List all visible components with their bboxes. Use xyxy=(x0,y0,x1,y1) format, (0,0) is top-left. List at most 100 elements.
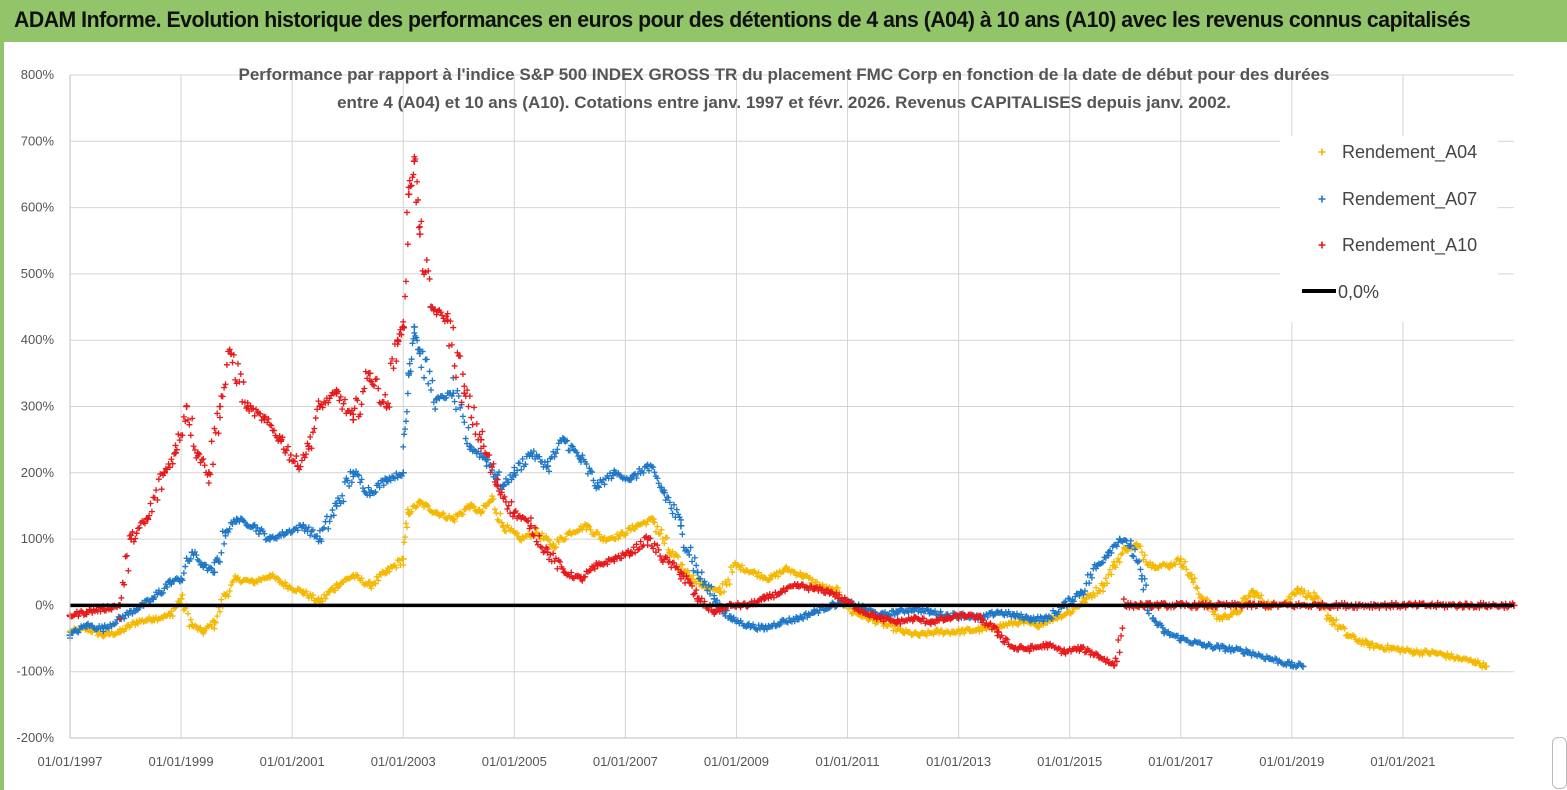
density-mark xyxy=(1481,663,1488,670)
legend-marker xyxy=(1318,241,1326,249)
y-tick-label: 700% xyxy=(21,133,55,148)
density-mark xyxy=(691,590,698,597)
density-mark xyxy=(75,629,82,636)
density-mark xyxy=(491,506,498,513)
density-mark xyxy=(357,411,364,418)
density-mark xyxy=(551,453,558,460)
density-mark xyxy=(777,620,784,627)
density-mark xyxy=(103,607,110,614)
density-mark xyxy=(136,524,143,531)
density-mark xyxy=(905,609,912,616)
density-mark xyxy=(566,573,573,580)
density-mark xyxy=(116,615,123,622)
density-mark xyxy=(664,534,671,541)
density-mark xyxy=(294,527,301,534)
density-mark xyxy=(303,524,310,531)
density-mark xyxy=(658,526,665,533)
density-mark xyxy=(382,391,389,398)
density-mark xyxy=(1104,656,1111,663)
density-mark xyxy=(193,552,200,558)
corner-scroll-handle[interactable] xyxy=(1552,737,1567,789)
density-mark xyxy=(187,432,194,439)
density-mark xyxy=(462,435,469,442)
density-mark xyxy=(993,624,1000,631)
density-mark xyxy=(108,606,115,613)
density-mark xyxy=(210,461,217,468)
density-mark xyxy=(203,562,210,569)
density-mark xyxy=(1447,654,1454,661)
x-tick-label: 01/01/2019 xyxy=(1259,754,1324,769)
density-mark xyxy=(551,558,558,565)
density-mark xyxy=(1249,587,1256,594)
density-mark xyxy=(655,480,662,487)
density-mark xyxy=(303,451,310,458)
density-mark xyxy=(1148,564,1155,571)
density-mark xyxy=(675,553,682,560)
density-mark xyxy=(384,565,391,571)
chart-title-line-1: Performance par rapport à l'indice S&P 5… xyxy=(239,65,1330,84)
density-mark xyxy=(589,469,596,476)
density-mark xyxy=(386,404,393,411)
density-mark xyxy=(1036,623,1043,630)
density-mark xyxy=(1237,608,1244,615)
density-mark xyxy=(582,573,589,580)
density-mark xyxy=(532,524,539,531)
density-mark xyxy=(419,267,426,274)
density-mark xyxy=(325,399,332,406)
density-mark xyxy=(627,527,634,534)
density-mark xyxy=(406,177,413,184)
density-mark xyxy=(297,463,304,470)
density-mark xyxy=(339,406,346,413)
density-mark xyxy=(214,555,221,562)
density-mark xyxy=(1141,552,1148,559)
density-mark xyxy=(282,579,289,586)
density-mark xyxy=(1066,596,1073,603)
density-mark xyxy=(160,472,167,479)
density-mark xyxy=(187,616,194,623)
legend-label: 0,0% xyxy=(1338,282,1379,302)
density-mark xyxy=(312,415,319,422)
density-mark xyxy=(909,618,916,625)
density-mark xyxy=(428,508,434,515)
density-mark xyxy=(693,562,700,569)
density-mark xyxy=(1297,590,1304,597)
density-mark xyxy=(1108,549,1115,556)
density-mark xyxy=(380,482,387,489)
density-mark xyxy=(1251,594,1258,601)
density-mark xyxy=(401,324,408,331)
density-mark xyxy=(684,576,691,583)
density-mark xyxy=(446,342,453,349)
density-mark xyxy=(200,630,207,637)
y-tick-label: 600% xyxy=(21,200,55,215)
density-mark xyxy=(1341,625,1348,632)
density-mark xyxy=(1329,621,1336,628)
density-mark xyxy=(1004,611,1011,618)
density-mark xyxy=(307,433,314,440)
density-mark xyxy=(197,624,204,631)
density-mark xyxy=(689,582,696,589)
density-mark xyxy=(457,353,464,360)
density-mark xyxy=(654,523,661,530)
x-tick-label: 01/01/2017 xyxy=(1148,754,1213,769)
density-mark xyxy=(414,178,421,185)
density-mark xyxy=(1180,563,1187,570)
density-mark xyxy=(186,421,193,428)
density-mark xyxy=(1062,598,1069,605)
density-mark xyxy=(651,469,658,476)
density-mark xyxy=(584,470,591,477)
density-mark xyxy=(1112,655,1119,662)
density-mark xyxy=(736,563,743,570)
density-mark xyxy=(508,498,515,505)
density-mark xyxy=(158,590,165,597)
density-mark xyxy=(647,535,654,542)
density-mark xyxy=(408,182,415,189)
density-mark xyxy=(648,514,655,521)
density-mark xyxy=(502,498,509,505)
density-mark xyxy=(168,581,175,588)
density-mark xyxy=(509,513,516,520)
density-mark xyxy=(477,450,484,457)
density-mark xyxy=(450,324,457,331)
density-mark xyxy=(718,589,725,596)
density-mark xyxy=(666,499,673,506)
